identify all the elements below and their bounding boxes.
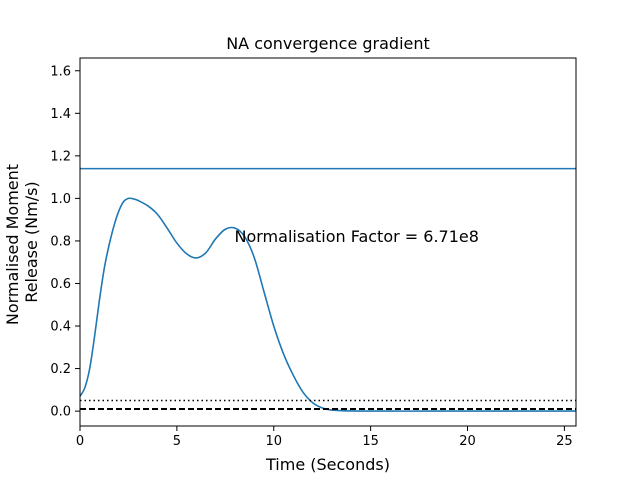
y-tick-label: 1.0 — [50, 192, 71, 207]
x-tick-label: 15 — [362, 434, 379, 449]
y-tick-label: 0.6 — [50, 277, 71, 292]
x-tick-label: 25 — [556, 434, 573, 449]
y-tick-label: 1.6 — [50, 64, 71, 79]
y-axis-title-line-1: Normalised Moment — [3, 164, 22, 325]
annotation-text: Normalisation Factor = 6.71e8 — [235, 227, 479, 246]
axes-frame — [79, 57, 577, 427]
y-tick-label: 1.4 — [50, 107, 71, 122]
y-tick-label: 0.0 — [50, 405, 71, 420]
plot-area — [80, 167, 576, 412]
y-axis-title: Normalised Moment Release (Nm/s) — [3, 159, 41, 325]
y-tick-label: 0.8 — [50, 234, 71, 249]
chart-title: NA convergence gradient — [226, 34, 430, 53]
x-tick-label: 10 — [265, 434, 282, 449]
x-tick-label: 20 — [459, 434, 476, 449]
series-line-curve — [80, 197, 576, 412]
x-tick-label: 5 — [173, 434, 181, 449]
y-tick-label: 1.2 — [50, 149, 71, 164]
x-axis-title: Time (Seconds) — [265, 455, 390, 474]
y-axis-title-line-2: Release (Nm/s) — [22, 181, 41, 302]
y-tick-label: 0.4 — [50, 320, 71, 335]
axes: 0 5 10 15 20 25 0.0 0.2 0.4 0.6 0.8 1.0 1.2 1.4 1.6 — [50, 57, 577, 449]
y-tick-label: 0.2 — [50, 362, 71, 377]
x-tick-label: 0 — [76, 434, 84, 449]
series-group — [80, 167, 576, 412]
